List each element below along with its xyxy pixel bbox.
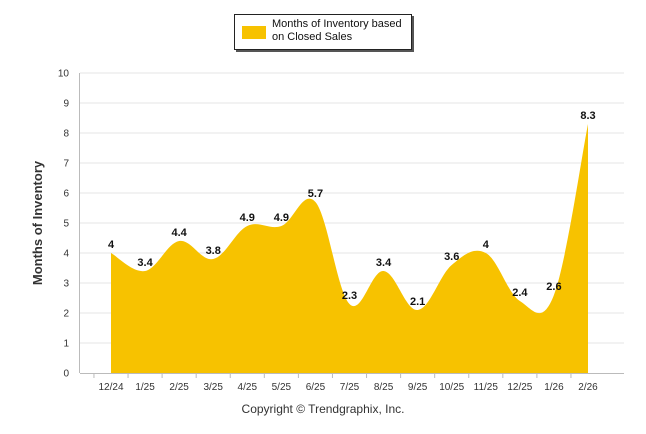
x-tick-label: 10/25 (439, 382, 464, 393)
y-tick-label: 8 (63, 129, 69, 140)
x-tick-label: 12/25 (507, 382, 532, 393)
y-tick-label: 6 (63, 189, 69, 200)
legend-label-line2: on Closed Sales (272, 31, 353, 43)
y-tick-label: 10 (58, 69, 70, 80)
x-tick-label: 7/25 (340, 382, 360, 393)
data-label: 8.3 (580, 110, 595, 122)
y-tick-label: 7 (63, 159, 69, 170)
data-label: 3.8 (206, 245, 221, 257)
y-tick-labels: 0 1 2 3 4 5 6 7 8 9 10 (58, 69, 70, 380)
x-tick-label: 8/25 (374, 382, 394, 393)
x-tick-label: 2/25 (169, 382, 189, 393)
x-tick-label: 6/25 (306, 382, 326, 393)
series-area (111, 124, 588, 373)
y-tick-label: 5 (63, 219, 69, 230)
x-tick-label: 3/25 (203, 382, 223, 393)
data-label: 2.1 (410, 296, 425, 308)
y-tick-label: 1 (63, 339, 69, 350)
x-tick-label: 2/26 (578, 382, 598, 393)
x-tick-label: 4/25 (238, 382, 258, 393)
data-label: 2.3 (342, 290, 357, 302)
data-label: 3.4 (137, 257, 153, 269)
data-labels: 4 3.4 4.4 3.8 4.9 4.9 5.7 2.3 3.4 2.1 3.6 4 2.4 2.6 8.… (108, 110, 596, 308)
x-tick-label: 11/25 (474, 382, 499, 393)
data-label: 3.4 (376, 257, 392, 269)
y-tick-label: 9 (63, 99, 69, 110)
data-label: 3.6 (444, 251, 459, 263)
x-tick-label: 5/25 (272, 382, 292, 393)
x-tick-label: 1/26 (544, 382, 564, 393)
y-axis-title: Months of Inventory (30, 160, 45, 285)
data-label: 4 (108, 239, 115, 251)
y-tick-label: 0 (63, 369, 69, 380)
axes (79, 73, 624, 378)
legend-label: Months of Inventory based on Closed Sale… (272, 18, 410, 44)
x-tick-label: 1/25 (135, 382, 155, 393)
data-label: 4.4 (171, 227, 187, 239)
x-tick-label: 12/24 (98, 382, 123, 393)
series-area-path (111, 124, 588, 373)
x-tick-labels: 12/24 1/25 2/25 3/25 4/25 5/25 6/25 7/25 8/25 9/2… (98, 382, 598, 393)
y-tick-label: 4 (63, 249, 69, 260)
legend-swatch (242, 26, 266, 39)
data-label: 4 (483, 239, 490, 251)
data-label: 2.4 (512, 287, 528, 299)
data-label: 4.9 (274, 212, 289, 224)
legend-label-line1: Months of Inventory based (272, 18, 402, 30)
y-tick-label: 3 (63, 279, 69, 290)
data-label: 2.6 (546, 281, 561, 293)
copyright-text: Copyright © Trendgraphix, Inc. (241, 402, 405, 416)
x-tick-label: 9/25 (408, 382, 428, 393)
chart-legend: Months of Inventory based on Closed Sale… (234, 14, 412, 50)
y-tick-label: 2 (63, 309, 69, 320)
data-label: 4.9 (240, 212, 255, 224)
data-label: 5.7 (308, 188, 323, 200)
